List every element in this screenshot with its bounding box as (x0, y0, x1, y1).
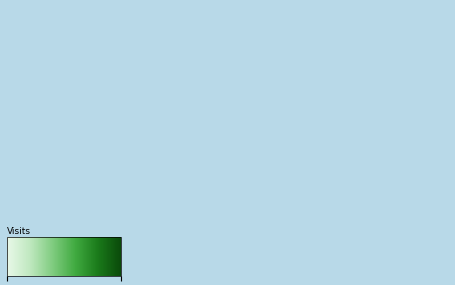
Text: Visits: Visits (7, 227, 31, 236)
